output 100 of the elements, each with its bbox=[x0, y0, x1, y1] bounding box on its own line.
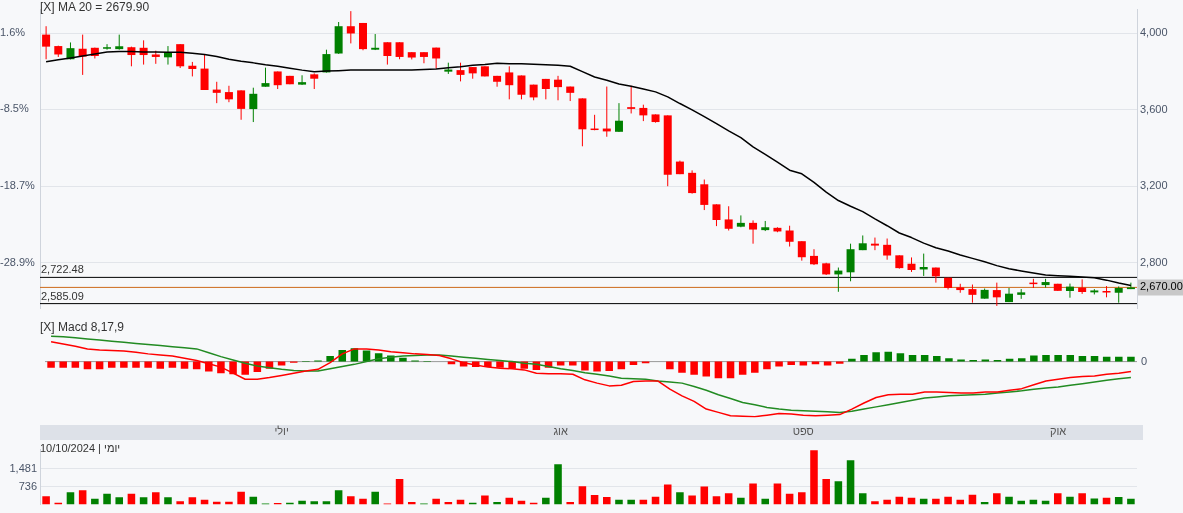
bar bbox=[773, 483, 782, 505]
bar bbox=[107, 361, 116, 368]
candlestick bbox=[42, 25, 51, 60]
bar bbox=[872, 352, 880, 362]
bar bbox=[848, 358, 856, 362]
bar bbox=[593, 361, 601, 372]
candlestick bbox=[627, 85, 636, 114]
bar bbox=[578, 486, 587, 505]
y2-tick-label: 1.6% bbox=[0, 26, 26, 39]
candlestick bbox=[809, 248, 818, 266]
x-tick-label: אוג bbox=[553, 425, 568, 438]
bar bbox=[176, 501, 184, 505]
bar bbox=[359, 498, 367, 505]
bar bbox=[59, 361, 67, 368]
bar bbox=[496, 361, 504, 368]
candlestick bbox=[249, 87, 258, 123]
ref-line-label: 2,585.09 bbox=[41, 289, 84, 302]
bar bbox=[737, 497, 745, 505]
bar bbox=[156, 361, 165, 369]
candlestick bbox=[176, 43, 185, 69]
candlestick bbox=[346, 10, 355, 44]
candlestick bbox=[517, 74, 526, 100]
candlestick bbox=[554, 75, 563, 101]
candlestick bbox=[1126, 282, 1135, 290]
bar bbox=[798, 492, 806, 505]
bar bbox=[399, 357, 407, 362]
bar bbox=[871, 501, 879, 505]
bar bbox=[168, 361, 177, 368]
bar bbox=[347, 496, 355, 505]
candlestick bbox=[224, 85, 233, 103]
bar bbox=[1127, 356, 1135, 362]
bar bbox=[860, 354, 868, 362]
candlestick bbox=[1065, 283, 1074, 299]
ref-line-label: 0 bbox=[1141, 354, 1148, 367]
bar bbox=[761, 498, 770, 505]
bar bbox=[581, 361, 589, 371]
candlestick bbox=[736, 214, 745, 228]
bar bbox=[603, 496, 611, 505]
bar bbox=[883, 499, 891, 505]
bar bbox=[229, 361, 237, 375]
ref-line-label: 2,722.48 bbox=[41, 263, 84, 276]
y-tick-label: 3,200 bbox=[1140, 179, 1168, 192]
bar bbox=[180, 361, 189, 369]
bar bbox=[663, 484, 672, 505]
bar bbox=[1090, 498, 1099, 505]
bar bbox=[103, 493, 111, 505]
x-tick-label: ספט bbox=[792, 425, 814, 438]
bar bbox=[944, 496, 952, 505]
bar bbox=[1090, 356, 1099, 362]
candlestick bbox=[846, 243, 855, 282]
bar bbox=[981, 359, 990, 362]
bar bbox=[822, 478, 830, 505]
ref-line-label: 2,670.00 bbox=[1140, 280, 1183, 293]
candlestick bbox=[212, 81, 221, 104]
bar bbox=[144, 361, 152, 368]
bar bbox=[846, 460, 855, 505]
bar bbox=[1030, 355, 1038, 362]
bar bbox=[115, 497, 124, 505]
bar bbox=[1078, 356, 1087, 362]
bar bbox=[310, 501, 319, 505]
candlestick bbox=[103, 43, 112, 51]
y-tick-label: 2,800 bbox=[1140, 255, 1168, 268]
y2-tick-label: -28.9% bbox=[0, 255, 36, 268]
x-tick-label: יולי bbox=[274, 425, 289, 438]
candlestick bbox=[749, 219, 758, 245]
bar bbox=[676, 492, 684, 505]
candlestick bbox=[505, 65, 514, 100]
candlestick bbox=[870, 237, 879, 251]
candlestick bbox=[383, 41, 392, 66]
candlestick bbox=[493, 75, 502, 88]
bar bbox=[724, 493, 733, 505]
bar bbox=[132, 361, 140, 368]
bar bbox=[1102, 356, 1111, 362]
candlestick bbox=[785, 225, 794, 248]
bar bbox=[726, 361, 735, 379]
bar bbox=[993, 493, 1001, 505]
candlestick bbox=[419, 51, 428, 64]
candlestick bbox=[724, 205, 733, 231]
candlestick bbox=[261, 67, 270, 88]
bar bbox=[371, 491, 379, 505]
bar bbox=[432, 498, 440, 505]
candlestick bbox=[931, 267, 940, 284]
bar bbox=[47, 361, 55, 368]
bar bbox=[505, 497, 514, 505]
bar bbox=[1005, 496, 1013, 505]
y-tick-label: 4,000 bbox=[1140, 26, 1168, 39]
bar bbox=[666, 361, 674, 370]
bar bbox=[690, 361, 698, 375]
y-tick-label: 1,481 bbox=[9, 461, 37, 474]
bar bbox=[810, 450, 818, 505]
bar bbox=[688, 495, 696, 505]
bar bbox=[751, 361, 759, 373]
bar bbox=[896, 353, 905, 362]
candlestick bbox=[700, 179, 709, 211]
bar bbox=[164, 497, 172, 505]
bar bbox=[1078, 493, 1086, 505]
candlestick bbox=[237, 89, 246, 121]
bar bbox=[1066, 354, 1075, 362]
bar bbox=[152, 492, 160, 505]
bar bbox=[554, 464, 562, 505]
